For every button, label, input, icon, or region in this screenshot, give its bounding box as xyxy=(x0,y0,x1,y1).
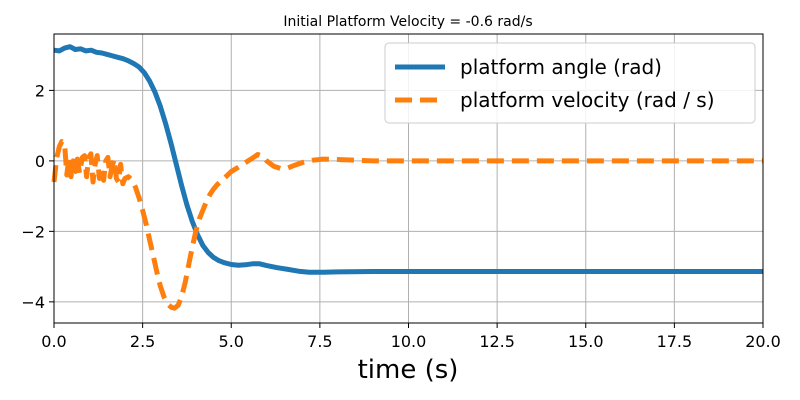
legend-label: platform angle (rad) xyxy=(460,55,662,79)
x-tick-label: 7.5 xyxy=(307,332,332,351)
chart-title: Initial Platform Velocity = -0.6 rad/s xyxy=(283,14,532,30)
x-tick-label: 10.0 xyxy=(391,332,427,351)
x-tick-label: 15.0 xyxy=(568,332,604,351)
x-tick-label: 2.5 xyxy=(130,332,155,351)
legend-label: platform velocity (rad / s) xyxy=(460,88,715,112)
series-line-platform-angle xyxy=(53,44,763,275)
x-tick-label: 20.0 xyxy=(745,332,781,351)
x-tick-label: 12.5 xyxy=(479,332,515,351)
legend-box xyxy=(384,42,756,124)
y-tick-label: −4 xyxy=(21,293,45,312)
y-tick-label: 0 xyxy=(35,152,45,171)
x-tick-label: 5.0 xyxy=(219,332,244,351)
x-tick-label: 0.0 xyxy=(41,332,66,351)
y-tick-label: −2 xyxy=(21,222,45,241)
x-axis-label: time (s) xyxy=(358,355,459,385)
y-tick-label: 2 xyxy=(35,81,45,100)
series-line-platform-velocity xyxy=(51,139,763,311)
x-tick-label: 17.5 xyxy=(657,332,693,351)
